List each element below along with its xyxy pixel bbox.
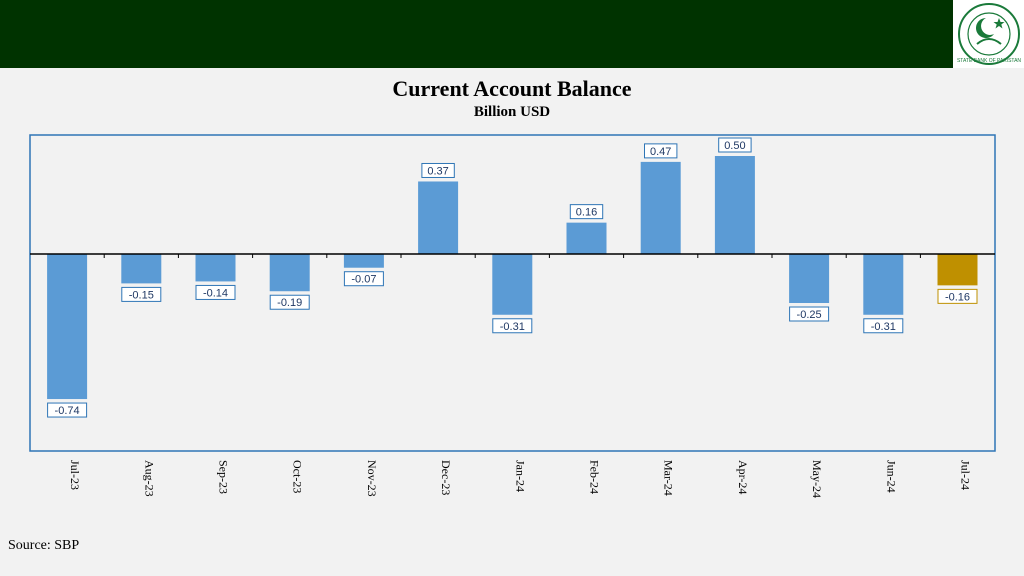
x-tick-label: Nov-23	[365, 460, 379, 497]
bar-mar-24	[640, 161, 681, 254]
x-tick-label: Jun-24	[884, 460, 898, 493]
bar-aug-23	[121, 254, 162, 284]
data-label-box	[644, 143, 678, 159]
bar-jul-24	[937, 254, 978, 286]
data-label: 0.16	[576, 207, 597, 219]
chart-subtitle: Billion USD	[473, 104, 551, 120]
data-label: 0.47	[650, 146, 671, 158]
bar-dec-23	[418, 181, 459, 254]
data-label: -0.74	[55, 405, 80, 417]
x-tick-label: Sep-23	[217, 460, 231, 494]
data-label: 0.50	[724, 140, 745, 152]
x-tick-label: Jul-24	[959, 460, 973, 490]
x-tick-label: Jan-24	[513, 460, 527, 492]
data-label-box	[937, 288, 978, 304]
data-label-box	[569, 204, 604, 220]
source-note: Source: SBP	[8, 538, 80, 553]
data-label: -0.16	[945, 291, 970, 303]
bar-apr-24	[714, 156, 755, 254]
x-tick-label: Apr-24	[736, 460, 750, 494]
x-tick-label: Aug-23	[142, 460, 156, 497]
x-tick-label: Feb-24	[588, 460, 602, 494]
data-label: 0.37	[427, 165, 448, 177]
data-label-box	[195, 284, 236, 300]
chart-title: Current Account Balance	[392, 76, 632, 101]
bar-jul-23	[47, 254, 88, 400]
x-tick-label: Dec-23	[439, 460, 453, 495]
bar-jun-24	[863, 254, 904, 315]
x-tick-label: Mar-24	[662, 460, 676, 496]
data-label: -0.19	[277, 297, 302, 309]
data-label-box	[421, 162, 455, 178]
x-tick-label: Jul-23	[68, 460, 82, 490]
data-label-box	[492, 318, 533, 334]
data-label: -0.25	[797, 309, 822, 321]
sbp-logo: STATE BANK OF PAKISTAN	[953, 0, 1024, 68]
data-label-box	[863, 318, 904, 334]
logo-text: STATE BANK OF PAKISTAN	[957, 58, 1021, 64]
data-label: -0.31	[500, 321, 525, 333]
top-banner	[0, 0, 1024, 68]
x-tick-label: Oct-23	[291, 460, 305, 493]
x-tick-label: May-24	[810, 460, 824, 498]
bar-sep-23	[195, 254, 236, 282]
data-label-box	[47, 402, 88, 418]
data-label: -0.31	[871, 321, 896, 333]
data-label-box	[343, 271, 384, 287]
plot-frame	[29, 134, 996, 452]
sbp-seal-icon: STATE BANK OF PAKISTAN	[957, 3, 1021, 65]
bar-may-24	[789, 254, 830, 303]
data-label: -0.07	[351, 274, 376, 286]
bar-feb-24	[566, 222, 607, 254]
data-label: -0.15	[129, 289, 154, 301]
data-label-box	[121, 286, 162, 302]
data-label-box	[718, 137, 752, 153]
data-label-box	[269, 294, 310, 310]
data-label: -0.14	[203, 287, 228, 299]
bar-oct-23	[269, 254, 310, 292]
data-label-box	[789, 306, 830, 322]
bar-jan-24	[492, 254, 533, 315]
bar-nov-23	[343, 254, 384, 268]
